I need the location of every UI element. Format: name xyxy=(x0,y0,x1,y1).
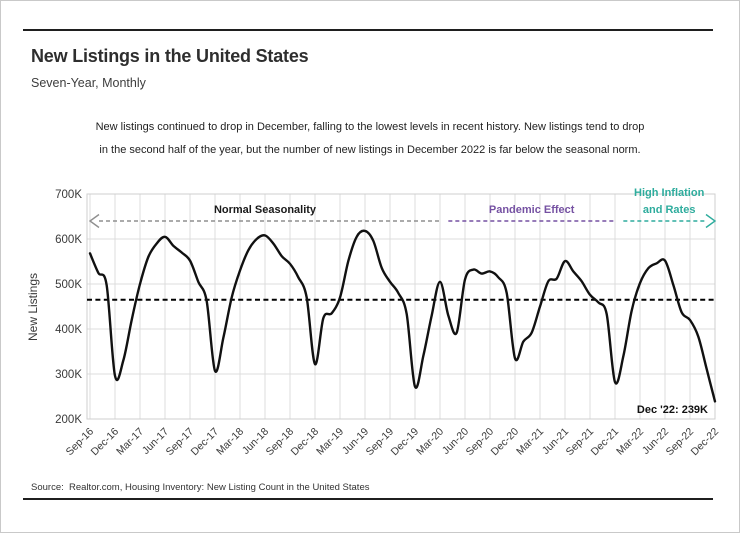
x-tick-label: Dec-22 xyxy=(689,426,722,459)
x-tick-label: Dec-17 xyxy=(189,426,222,459)
y-tick-label: 300K xyxy=(55,369,82,381)
page-title: New Listings in the United States xyxy=(31,46,309,66)
annotation-high-inflation-and-rates: High Inflation and Rates xyxy=(623,187,717,229)
annotation-normal-seasonality: Normal Seasonality xyxy=(88,204,440,229)
y-tick-label: 200K xyxy=(55,414,82,426)
page-subtitle: Seven-Year, Monthly xyxy=(31,76,146,90)
x-tick-label: Mar-21 xyxy=(514,426,546,458)
y-tick-label: 500K xyxy=(55,279,82,291)
description-line-1: New listings continued to drop in Decemb… xyxy=(95,121,645,133)
endpoint-label: Dec '22: 239K xyxy=(637,404,708,416)
left-arrow-icon xyxy=(88,213,100,229)
annotation-label: Pandemic Effect xyxy=(489,204,575,216)
top-rule xyxy=(23,29,713,31)
new-listings-line xyxy=(88,229,717,403)
x-tick-label: Mar-18 xyxy=(214,426,246,458)
y-axis-title: New Listings xyxy=(26,273,40,341)
y-tick-label: 600K xyxy=(55,234,82,246)
x-axis: Sep-16Dec-16Mar-17Jun-17Sep-17Dec-17Mar-… xyxy=(64,426,722,459)
annotation-pandemic-effect: Pandemic Effect xyxy=(448,204,615,222)
right-arrow-icon xyxy=(705,213,717,229)
bottom-rule xyxy=(23,498,713,500)
line-chart: 200K 300K 400K 500K 600K 700K New Listings Sep-… xyxy=(26,187,722,459)
annotation-label: and Rates xyxy=(643,204,696,216)
y-axis: 200K 300K 400K 500K 600K 700K New Listings xyxy=(26,189,82,426)
x-tick-label: Dec-21 xyxy=(589,426,622,459)
annotation-label: High Inflation xyxy=(634,187,705,199)
source-note: Source: Realtor.com, Housing Inventory: … xyxy=(31,482,370,493)
x-tick-label: Dec-18 xyxy=(289,426,322,459)
description-line-2: in the second half of the year, but the … xyxy=(99,143,641,156)
chart-description: New listings continued to drop in Decemb… xyxy=(56,116,684,161)
y-tick-label: 700K xyxy=(55,189,82,201)
annotation-label: Normal Seasonality xyxy=(214,204,317,216)
grid xyxy=(86,193,716,420)
x-tick-label: Mar-20 xyxy=(414,426,446,458)
x-tick-label: Dec-16 xyxy=(89,426,122,459)
x-tick-label: Dec-19 xyxy=(389,426,422,459)
x-tick-label: Mar-17 xyxy=(114,426,146,458)
x-tick-label: Mar-19 xyxy=(314,426,346,458)
x-tick-label: Dec-20 xyxy=(489,426,522,459)
y-tick-label: 400K xyxy=(55,324,82,336)
x-tick-label: Mar-22 xyxy=(614,426,646,458)
